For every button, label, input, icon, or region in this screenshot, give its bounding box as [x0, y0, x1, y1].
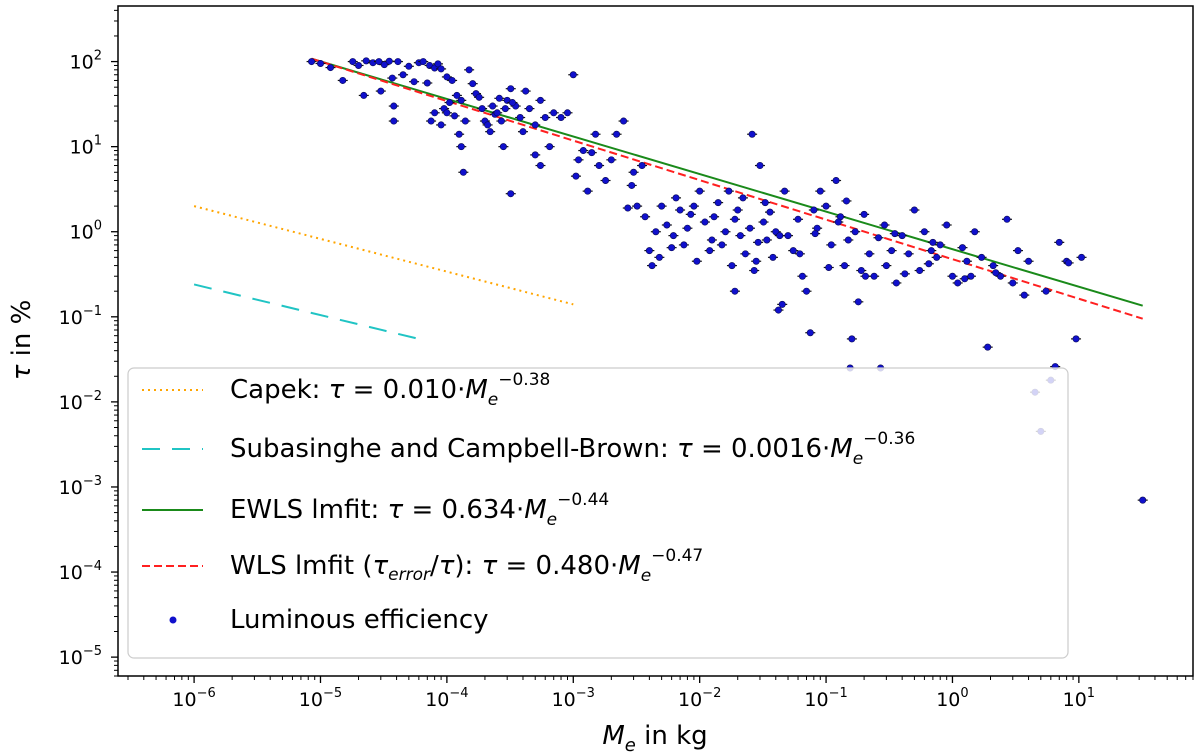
x-axis-label: Me in kg: [602, 721, 707, 753]
y-axis-label: τ in %: [7, 300, 37, 381]
y-tick-label: 10−4: [59, 559, 102, 584]
legend-swatch: [170, 617, 177, 624]
x-tick-label: 101: [1063, 686, 1095, 711]
x-tick-label: 100: [936, 686, 968, 711]
legend-label: WLS lmfit (τerror/τ): τ = 0.480·Me−0.47: [230, 546, 703, 586]
legend-label: Luminous efficiency: [230, 605, 489, 635]
x-tick-label: 10−3: [552, 686, 595, 711]
legend-label: Subasinghe and Campbell-Brown: τ = 0.001…: [230, 429, 915, 469]
y-tick-label: 101: [70, 134, 102, 159]
y-tick-label: 10−5: [59, 644, 102, 669]
x-axis: 10−6 10−5 10−4 10−3 10−2 10−1 100 101: [128, 676, 1193, 711]
y-tick-label: 10−2: [59, 389, 102, 414]
y-tick-label: 100: [70, 219, 102, 244]
y-tick-label: 102: [70, 49, 102, 74]
x-tick-label: 10−4: [425, 686, 468, 711]
legend: Capek: τ = 0.010·Me−0.38Subasinghe and C…: [128, 368, 1068, 658]
x-tick-label: 10−2: [678, 686, 721, 711]
x-tick-label: 10−5: [299, 686, 342, 711]
y-tick-label: 10−3: [59, 474, 102, 499]
x-tick-label: 10−1: [804, 686, 847, 711]
y-axis: 10−5 10−4 10−3 10−2 10−1 100 101 102: [59, 10, 118, 676]
legend-entry-subasinghe: Subasinghe and Campbell-Brown: τ = 0.001…: [142, 429, 915, 469]
y-tick-label: 10−1: [59, 304, 102, 329]
x-tick-label: 10−6: [172, 686, 215, 711]
